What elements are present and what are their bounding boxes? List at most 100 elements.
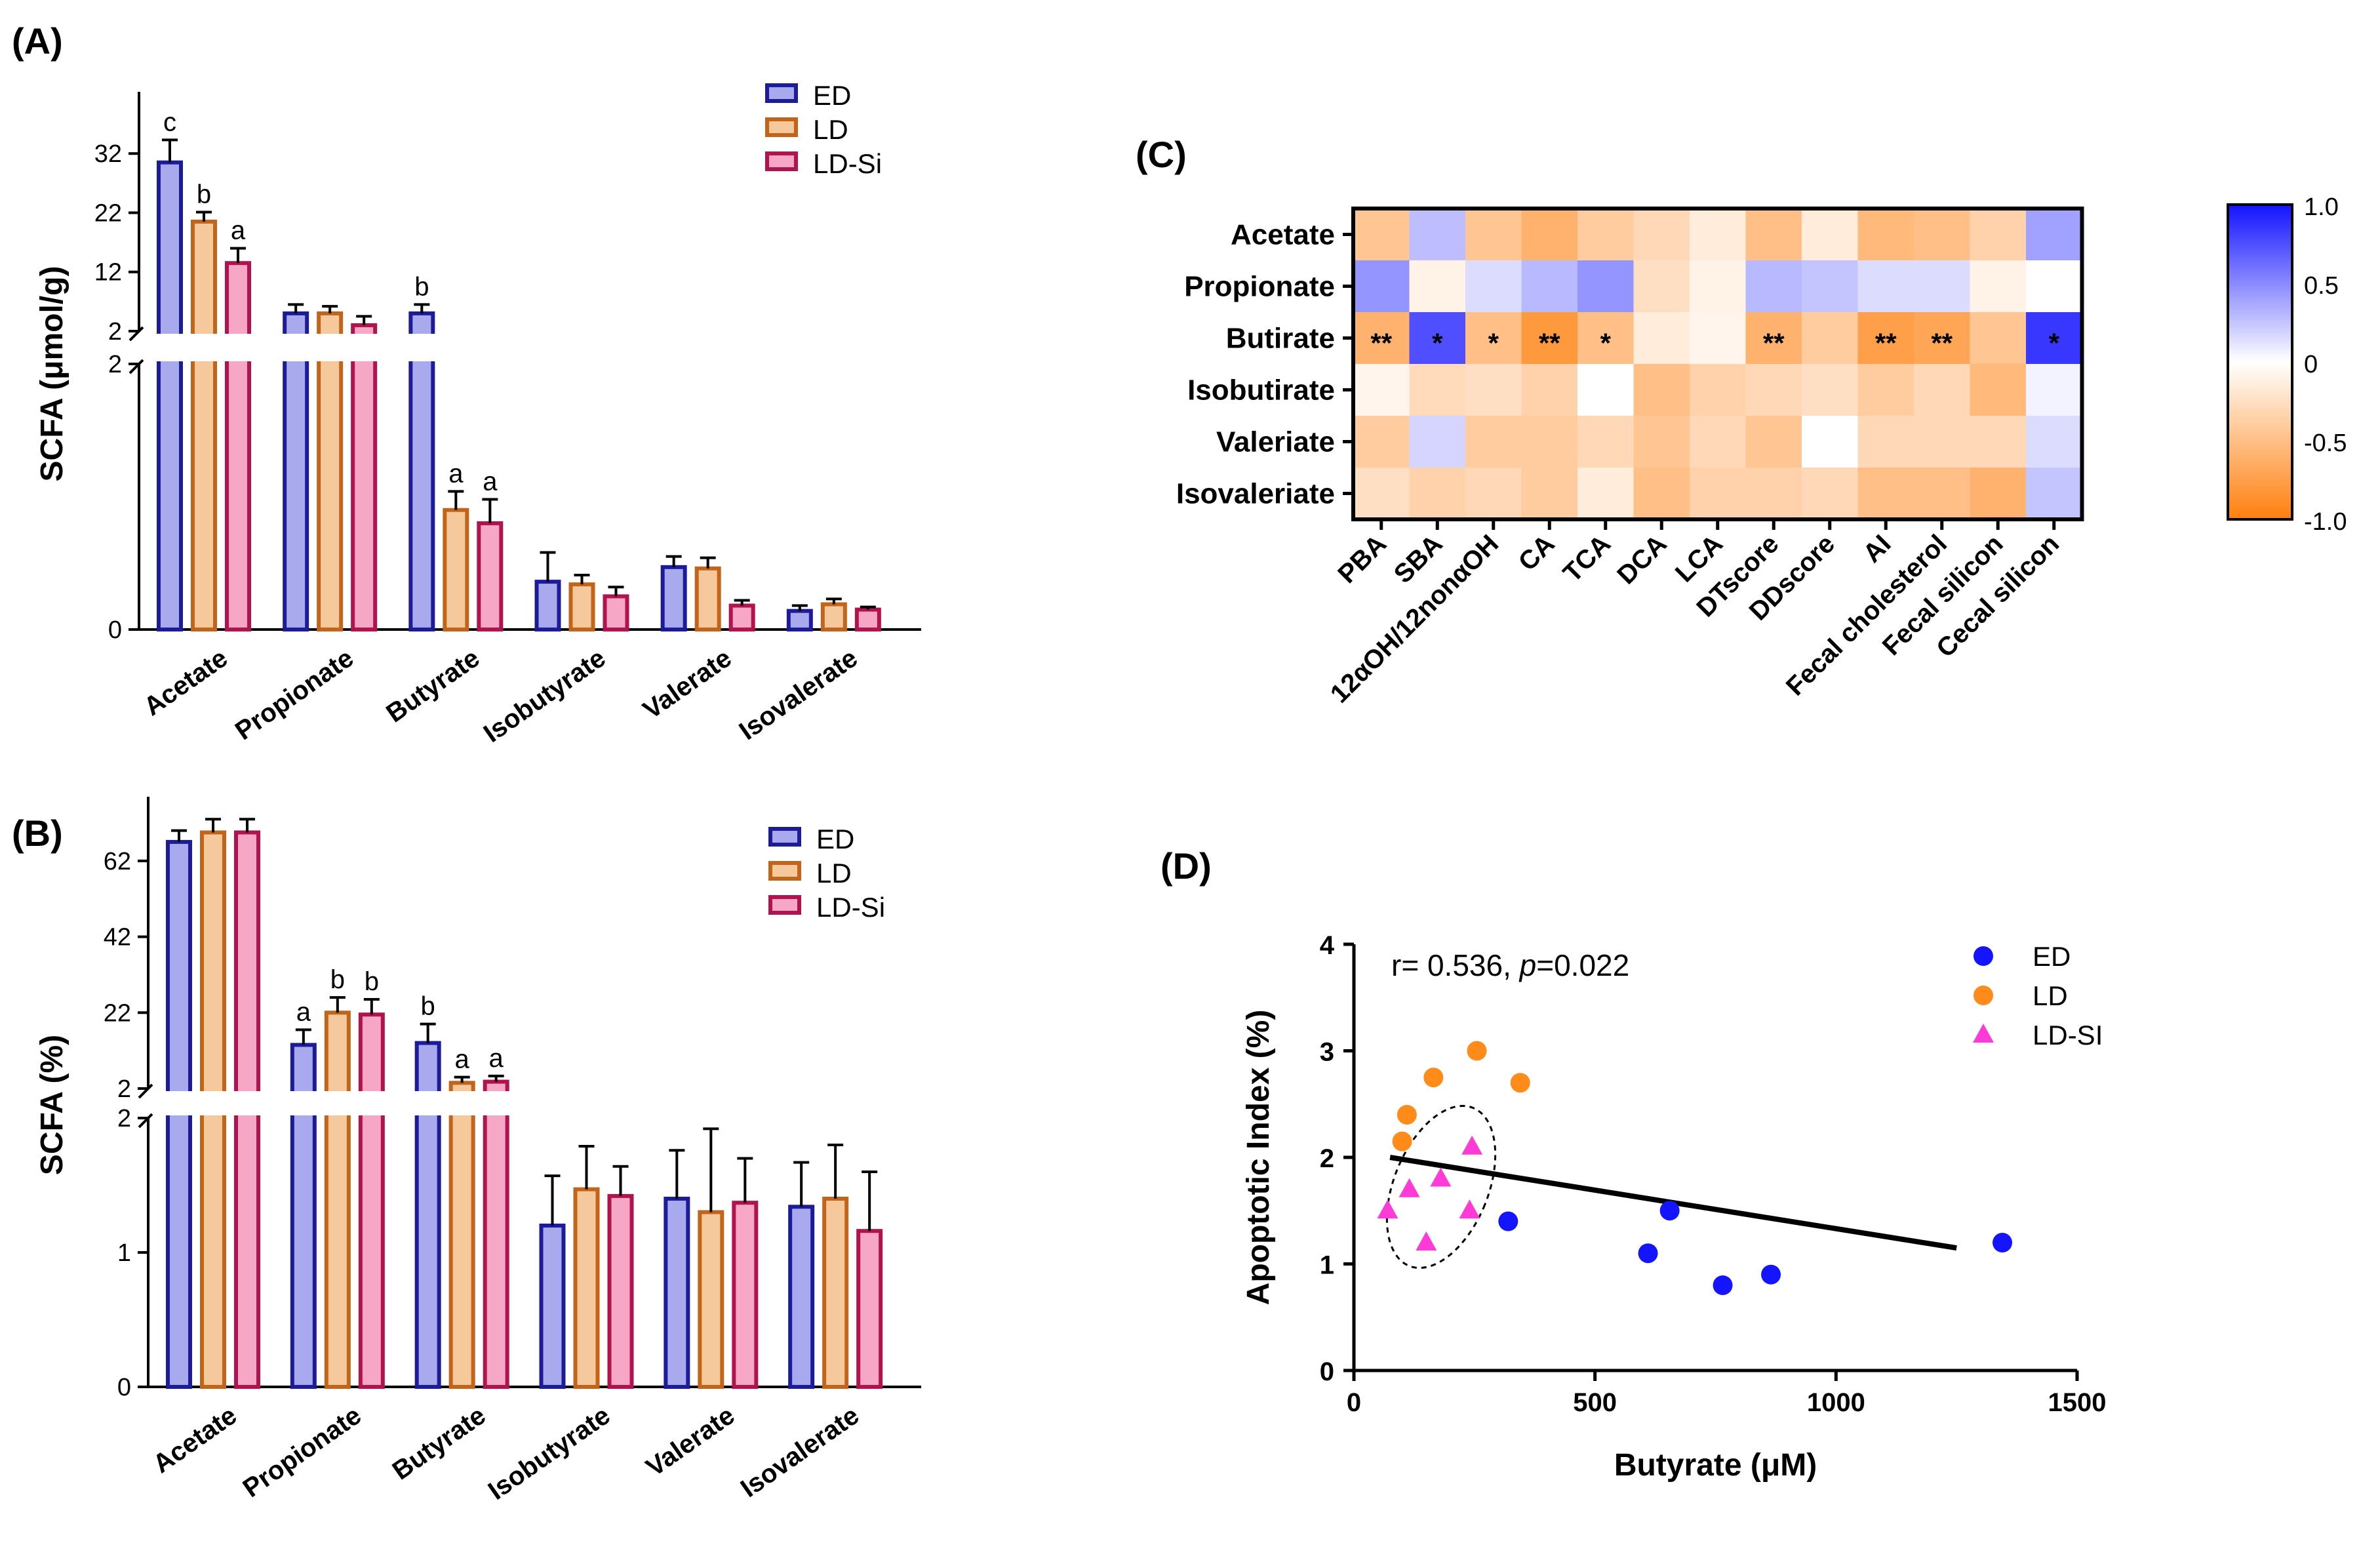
B-significance-letter: b: [421, 992, 435, 1021]
B-legend-swatch-ed: [768, 827, 801, 847]
A-axis-break-mark: [129, 359, 144, 374]
A-y-tick-label: 2: [108, 318, 122, 346]
scatter-legend-label: ED: [2033, 941, 2071, 972]
A-y-tick-label: 0: [108, 616, 122, 644]
heatmap-cell: [1633, 209, 1690, 261]
B-significance-letter: a: [455, 1045, 470, 1074]
heatmap-cell: [1633, 260, 1690, 313]
heatmap-cell: [1914, 468, 1970, 520]
heatmap-cell: [1857, 468, 1914, 520]
scatter-x-axis-title: Butyrate (μM): [1614, 1448, 1817, 1483]
correlation-p-symbol: p: [1518, 948, 1537, 982]
B-legend-swatch-ld-si: [768, 895, 801, 915]
A-legend-label: ED: [813, 80, 851, 111]
heatmap-row-label: Isobutirate: [1187, 374, 1335, 407]
A-y-tick-label: 2: [108, 351, 122, 378]
heatmap-row-label: Butirate: [1226, 323, 1335, 355]
heatmap-cell: [1577, 312, 1634, 365]
heatmap-cell: [1521, 468, 1578, 520]
heatmap-significance-star: *: [1488, 328, 1499, 359]
scatter-y-tick-label: 0: [1320, 1357, 1334, 1386]
scatter-point-ld-si: [1430, 1167, 1452, 1187]
heatmap-cell: [1521, 416, 1578, 468]
heatmap-cell: [1409, 364, 1466, 416]
B-category-label: Isovalerate: [736, 1401, 864, 1503]
B-y-tick-label: 22: [104, 999, 131, 1027]
B-bar-break-gap: [448, 1091, 476, 1115]
heatmap-cell: [1465, 468, 1522, 520]
heatmap-cell: [1521, 312, 1578, 365]
heatmap-cell: [1970, 416, 2027, 468]
A-category-label: Isovalerate: [734, 643, 863, 746]
heatmap-cell: [1353, 312, 1410, 365]
scatter-y-tick-label: 2: [1320, 1144, 1334, 1173]
B-bar-break-gap: [357, 1091, 386, 1115]
heatmap-cell: [1690, 260, 1746, 313]
B-y-tick-label: 2: [117, 1105, 131, 1132]
A-y-tick-label: 22: [94, 199, 122, 227]
scatter-point-ed: [1638, 1243, 1658, 1264]
heatmap-significance-star: *: [1600, 328, 1612, 359]
heatmap-cell: [1465, 209, 1522, 261]
B-y-tick-label: 0: [117, 1374, 131, 1401]
B-bar-ld-si-valerate: [732, 1201, 759, 1390]
heatmap-col-label: CA: [1513, 529, 1560, 576]
scatter-x-tick-label: 1500: [2048, 1388, 2107, 1417]
heatmap-cell: [1970, 468, 2027, 520]
A-category-label: Acetate: [139, 643, 233, 721]
scatter-point-ld: [1467, 1041, 1487, 1061]
scatter-legend-marker-ld: [1973, 986, 1993, 1005]
B-significance-letter: a: [489, 1044, 504, 1073]
A-y-axis-title: SCFA (μmol/g): [35, 266, 69, 482]
heatmap-cell: [1633, 364, 1690, 416]
B-y-tick-label: 62: [104, 848, 131, 875]
scatter-point-ld-si: [1461, 1135, 1483, 1155]
heatmap-cell: [1690, 209, 1746, 261]
cluster-ellipse: [1385, 1104, 1497, 1270]
scatter-point-ld-si: [1398, 1178, 1420, 1197]
B-legend-label: LD-Si: [816, 892, 885, 923]
B-bar-ed-isovalerate: [788, 1205, 815, 1390]
panel-c: (C) ** * * ** * ** ** ** *AcetatePropionateButir…: [1136, 134, 2347, 709]
correlation-annotation: r= 0.536, p=0.022: [1391, 948, 1629, 982]
heatmap-col-label: AI: [1857, 529, 1896, 568]
A-significance-letter: b: [414, 272, 429, 301]
heatmap-significance-star: **: [1763, 328, 1785, 359]
heatmap-row-label: Acetate: [1231, 219, 1335, 251]
heatmap-cell: [1690, 312, 1746, 365]
heatmap-cell: [1353, 364, 1410, 416]
B-category-label: Acetate: [148, 1401, 243, 1479]
heatmap-cell: [1353, 468, 1410, 520]
A-significance-letter: a: [483, 468, 498, 496]
scatter-point-ed: [1659, 1201, 1680, 1221]
heatmap-cell: [2026, 209, 2082, 261]
scatter-point-ed: [1761, 1264, 1781, 1285]
scatter-legend-label: LD-SI: [2033, 1020, 2103, 1050]
heatmap-cell: [1914, 260, 1970, 313]
B-bar-break-gap: [323, 1091, 351, 1115]
heatmap-cell: [1690, 416, 1746, 468]
B-bar-ld-butyrate: [448, 1081, 475, 1389]
B-significance-letter: b: [330, 965, 345, 994]
B-significance-letter: a: [296, 997, 311, 1026]
A-bar-break-gap: [224, 334, 252, 361]
A-significance-letter: b: [197, 180, 211, 209]
heatmap-cell: [1745, 260, 1802, 313]
heatmap-cell: [1970, 364, 2027, 416]
scatter-y-tick-label: 3: [1320, 1038, 1334, 1067]
heatmap-cell: [1857, 260, 1914, 313]
heatmap-cell: [1353, 416, 1410, 468]
A-bar-break-gap: [282, 334, 310, 361]
heatmap-cell: [1745, 364, 1802, 416]
heatmap-cell: [1970, 312, 2027, 365]
heatmap-cell: [1577, 364, 1634, 416]
scatter-point-ld: [1510, 1073, 1530, 1093]
heatmap-cell: [1577, 209, 1634, 261]
heatmap-cell: [1970, 209, 2027, 261]
A-bar-ld-si-propionate: [351, 323, 378, 631]
colorbar-tick-label: 0.5: [2304, 272, 2339, 300]
scatter-x-tick-label: 500: [1573, 1388, 1617, 1417]
heatmap-cell: [1409, 416, 1466, 468]
heatmap-cell: [1409, 468, 1466, 520]
